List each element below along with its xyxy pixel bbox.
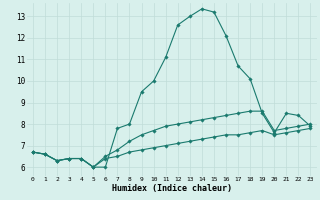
X-axis label: Humidex (Indice chaleur): Humidex (Indice chaleur) xyxy=(112,184,232,193)
